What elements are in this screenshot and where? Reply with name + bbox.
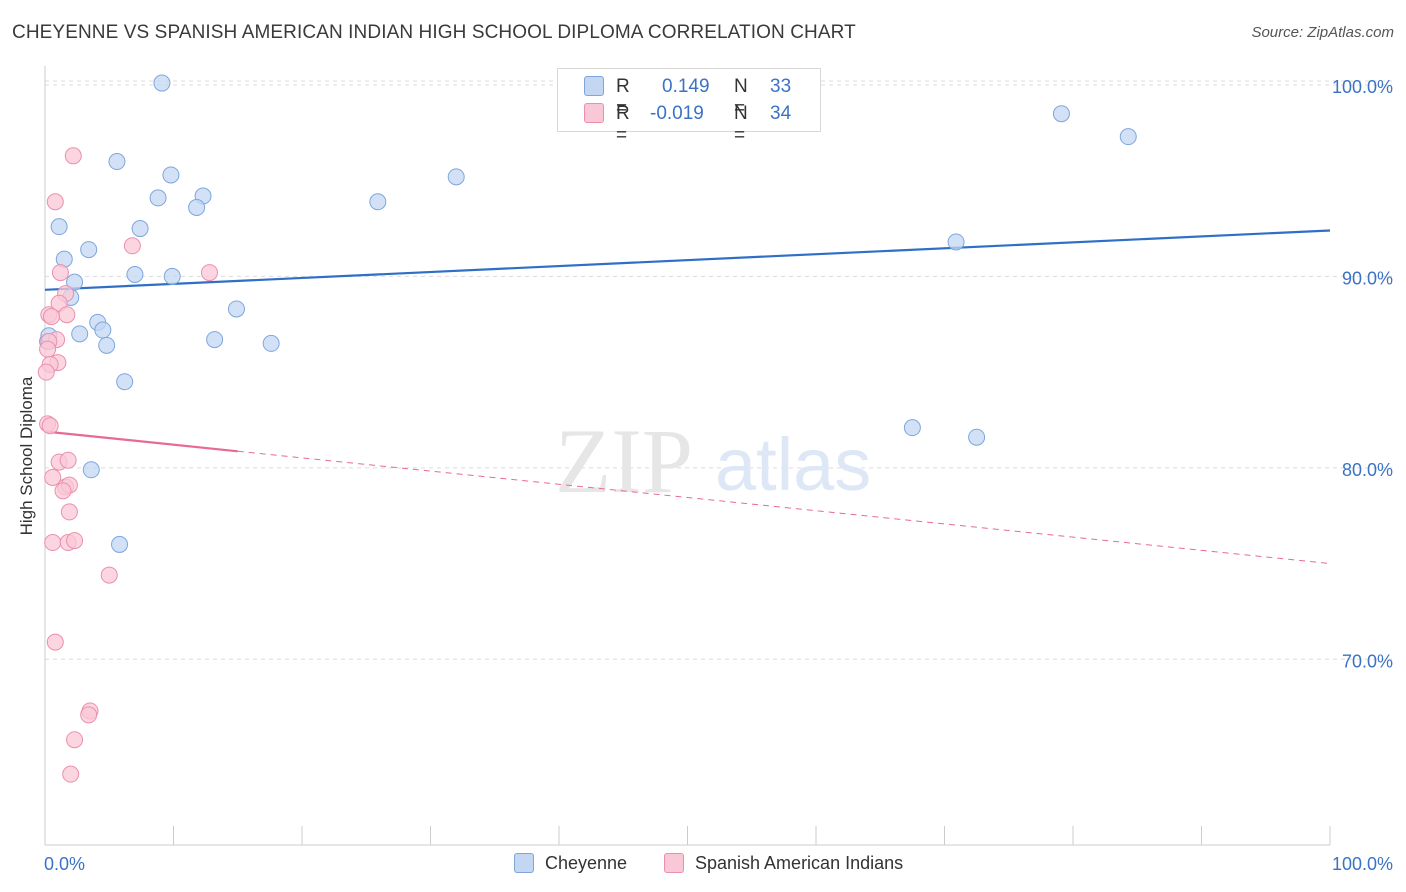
bottom-legend-swatch-cheyenne [514, 853, 534, 873]
point-spanish-american-indians [44, 468, 62, 486]
watermark: ZIP atlas [555, 410, 871, 512]
trend-line-cheyenne [44, 229, 1331, 291]
point-spanish-american-indians [37, 363, 55, 381]
grid-lines [45, 80, 1392, 660]
point-cheyenne [447, 168, 465, 186]
point-cheyenne [1052, 105, 1070, 123]
point-cheyenne [149, 189, 167, 207]
point-spanish-american-indians [42, 308, 60, 326]
point-cheyenne [369, 193, 387, 211]
point-cheyenne [163, 267, 181, 285]
point-cheyenne [188, 198, 206, 216]
point-spanish-american-indians [39, 340, 57, 358]
point-spanish-american-indians [54, 482, 72, 500]
point-cheyenne [71, 325, 89, 343]
point-cheyenne [50, 218, 68, 236]
legend-n-label: N = [734, 103, 748, 146]
legend-r-value: 0.149 [662, 76, 710, 97]
point-cheyenne [108, 153, 126, 171]
legend-n-label: N = [734, 76, 748, 119]
legend-swatch-spanish-american-indians [584, 103, 604, 123]
watermark-atlas: atlas [715, 423, 871, 506]
point-spanish-american-indians [100, 566, 118, 584]
point-spanish-american-indians [59, 451, 77, 469]
x-tick-label-min: 0.0% [44, 854, 85, 874]
point-cheyenne [82, 461, 100, 479]
point-spanish-american-indians [200, 264, 218, 282]
point-spanish-american-indians [46, 193, 64, 211]
trend-lines [44, 229, 1331, 565]
stats-legend: R = 0.149 N = 33 R = -0.019 N = 34 [557, 68, 821, 146]
legend-n-value: 34 [770, 103, 792, 124]
point-cheyenne [968, 428, 986, 446]
point-cheyenne [227, 300, 245, 318]
point-cheyenne [153, 74, 171, 92]
bottom-legend-swatch-spanish-american-indians [664, 853, 684, 873]
point-cheyenne [947, 233, 965, 251]
source-credit: Source: ZipAtlas.com [1251, 24, 1394, 41]
point-cheyenne [1119, 128, 1137, 146]
legend-n-value: 33 [770, 76, 792, 97]
x-tick-label-max: 100.0% [1332, 854, 1393, 874]
point-cheyenne [94, 321, 112, 339]
point-spanish-american-indians [46, 633, 64, 651]
legend-swatch-cheyenne [584, 76, 604, 96]
point-cheyenne [206, 331, 224, 349]
legend-r-label: R = [616, 103, 630, 146]
point-spanish-american-indians [123, 237, 141, 255]
tick-labels: 70.0% 80.0% 90.0% 100.0% 0.0% 100.0% [44, 77, 1393, 874]
legend-r-label: R = [616, 76, 630, 119]
point-spanish-american-indians [51, 264, 69, 282]
data-points [37, 74, 1137, 783]
y-tick-label: 80.0% [1342, 460, 1393, 480]
y-axis-label: High School Diploma [17, 376, 36, 536]
point-spanish-american-indians [64, 147, 82, 165]
watermark-zip: ZIP [555, 410, 693, 512]
axes [44, 66, 1331, 846]
point-spanish-american-indians [60, 503, 78, 521]
point-cheyenne [98, 336, 116, 354]
point-cheyenne [126, 266, 144, 284]
y-tick-label: 100.0% [1332, 77, 1393, 97]
point-spanish-american-indians [41, 417, 59, 435]
point-cheyenne [903, 419, 921, 437]
point-cheyenne [80, 241, 98, 259]
point-cheyenne [262, 334, 280, 352]
bottom-legend-label-cheyenne: Cheyenne [545, 853, 628, 873]
point-cheyenne [162, 166, 180, 184]
point-spanish-american-indians [66, 731, 84, 749]
legend-r-value: -0.019 [650, 103, 704, 124]
point-spanish-american-indians [62, 765, 80, 783]
y-tick-label: 90.0% [1342, 268, 1393, 288]
trend-line-spanish-american-indians-solid [44, 430, 238, 453]
trend-line-spanish-american-indians-dashed [237, 450, 1331, 565]
point-spanish-american-indians [44, 534, 62, 552]
point-cheyenne [116, 373, 134, 391]
point-cheyenne [131, 220, 149, 238]
point-cheyenne [111, 535, 129, 553]
y-tick-label: 70.0% [1342, 651, 1393, 671]
chart-title: CHEYENNE VS SPANISH AMERICAN INDIAN HIGH… [12, 22, 856, 43]
point-spanish-american-indians [80, 706, 98, 724]
bottom-legend-label-spanish-american-indians: Spanish American Indians [695, 853, 904, 873]
point-spanish-american-indians [58, 306, 76, 324]
point-spanish-american-indians [66, 532, 84, 550]
